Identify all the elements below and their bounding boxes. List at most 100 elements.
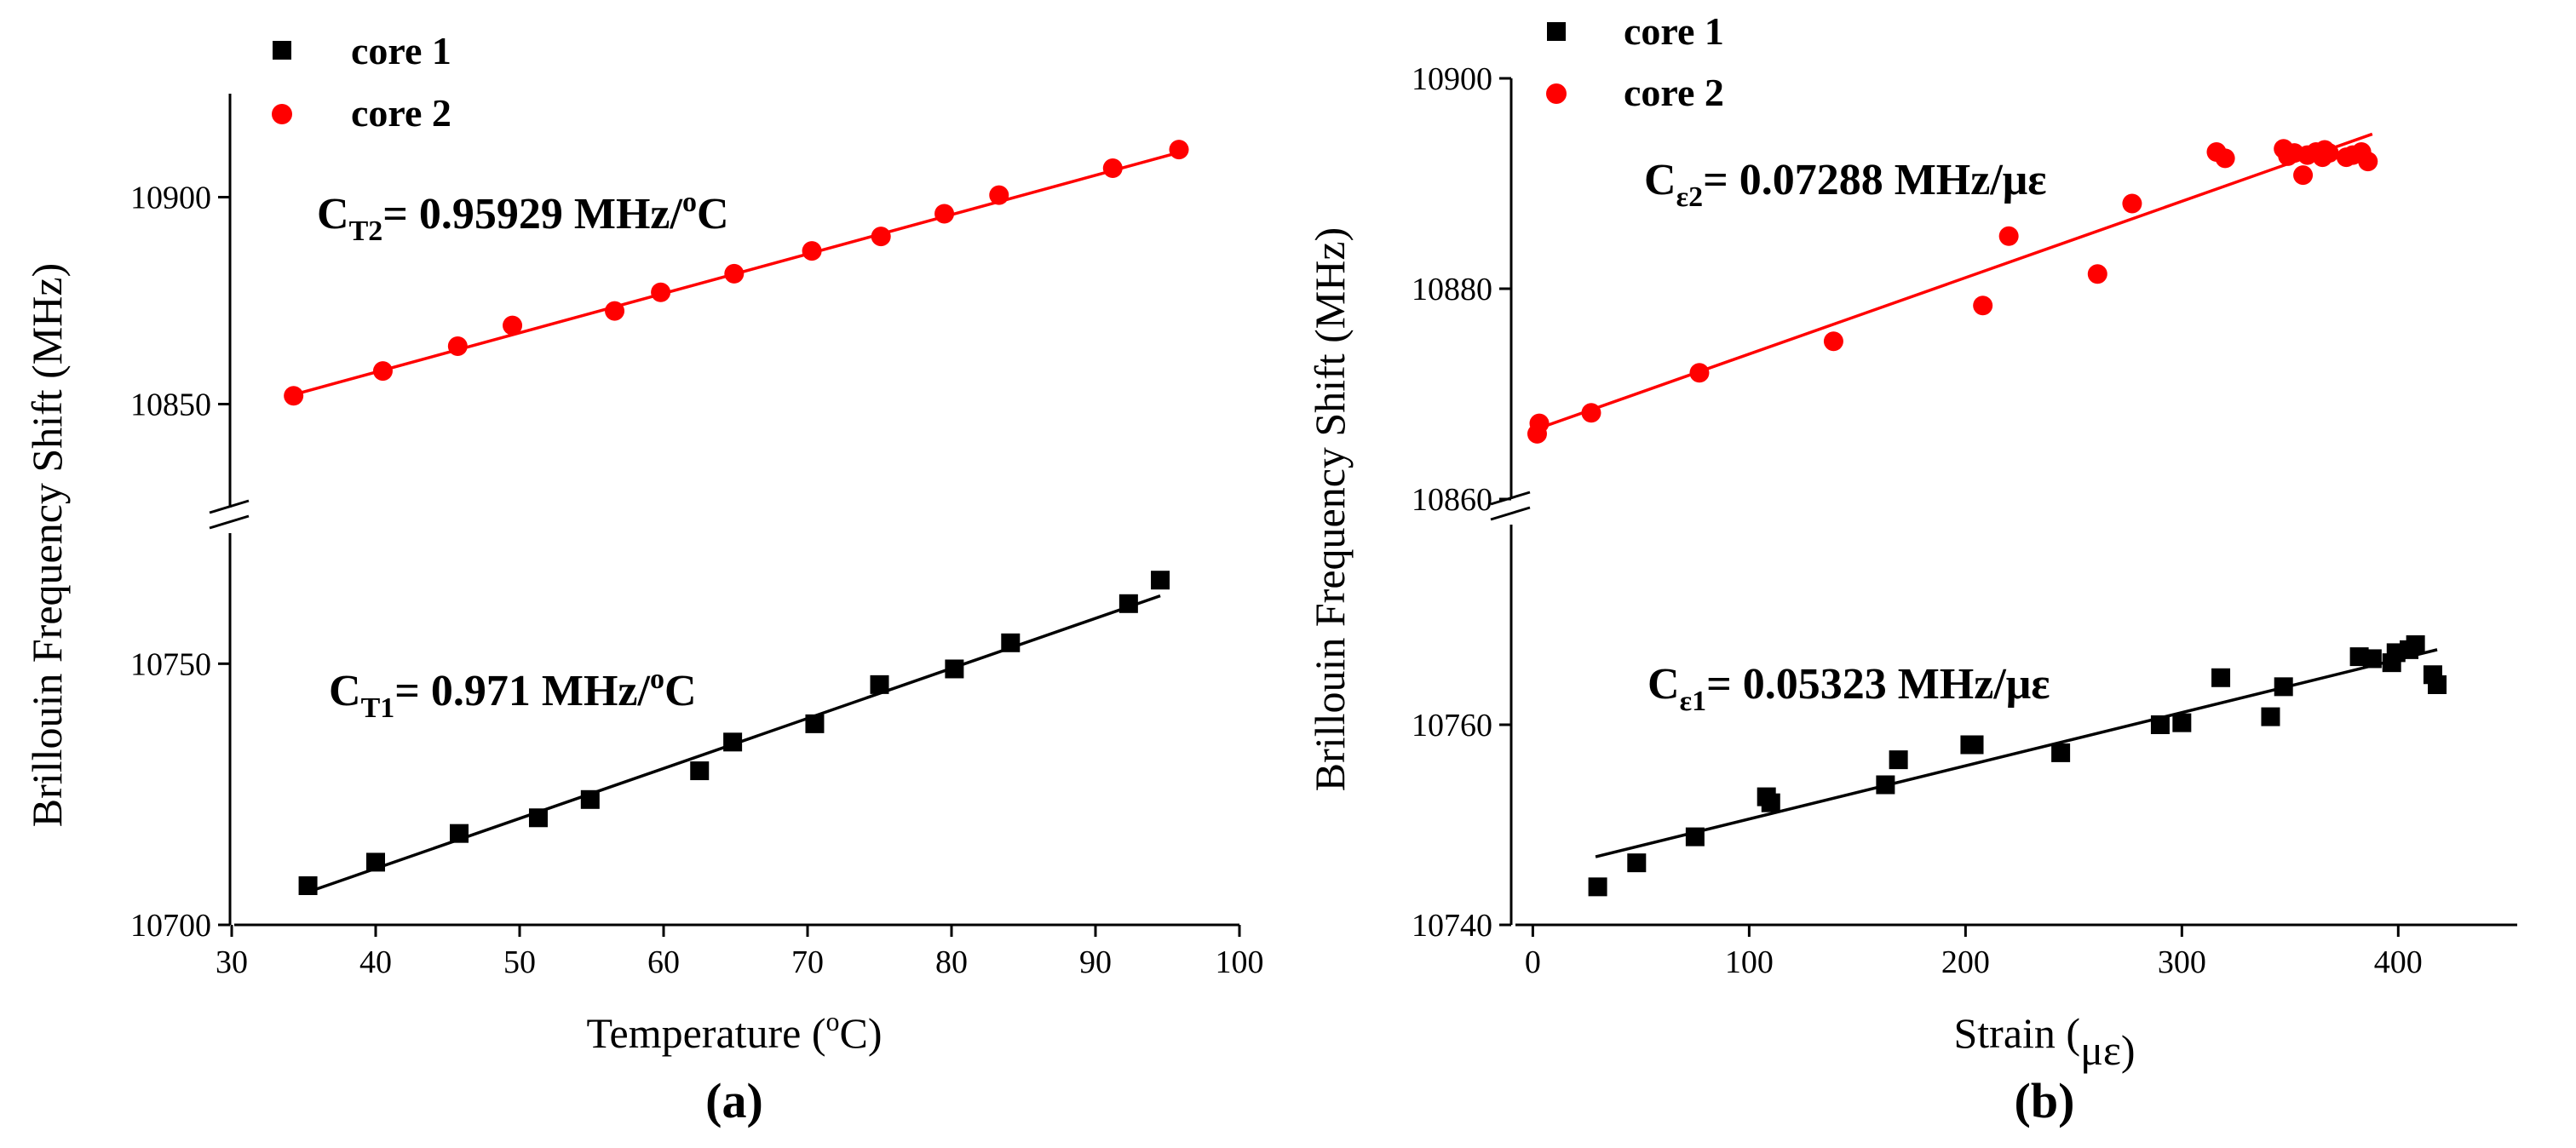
- data-point-core2: [1102, 158, 1123, 178]
- data-point-core2: [651, 282, 671, 302]
- legend-marker-core1-a: [273, 41, 291, 60]
- axis-break-b-bottom: [1490, 506, 1531, 521]
- points-a: [284, 140, 1189, 895]
- legend-marker-core2-b: [1546, 83, 1567, 104]
- data-point-core2: [2215, 148, 2235, 169]
- data-point-core2: [372, 361, 393, 382]
- x-tick-label: 300: [2158, 944, 2206, 980]
- data-point-core1: [1001, 633, 1021, 652]
- y-tick-label: 10850: [130, 387, 211, 423]
- annotation-ct2: CT2= 0.95929 MHz/oC: [317, 187, 729, 247]
- panel-label-b: (b): [2015, 1073, 2075, 1128]
- data-point-core1: [1685, 827, 1705, 847]
- data-point-core2: [1169, 140, 1189, 160]
- data-point-core1: [580, 789, 600, 809]
- x-tick-label: 90: [1079, 944, 1112, 980]
- data-point-core1: [2406, 635, 2425, 654]
- fit-lines-b: [1534, 132, 2438, 858]
- data-point-core2: [284, 386, 304, 406]
- legend-label-core2-a: core 2: [351, 91, 451, 135]
- x-tick-label: 80: [935, 944, 968, 980]
- fit-line-core2: [1534, 132, 2373, 432]
- data-point-core1: [870, 674, 889, 694]
- data-point-core1: [2274, 677, 2293, 697]
- y-tick-label: 10750: [130, 646, 211, 682]
- fit-lines-a: [289, 150, 1182, 895]
- data-point-core1: [450, 824, 469, 843]
- data-point-core1: [1588, 877, 1607, 897]
- x-tick-label: 60: [647, 944, 680, 980]
- panel-label-a: (a): [705, 1073, 763, 1128]
- x-tick-label: 200: [1941, 944, 1990, 980]
- data-point-core1: [723, 732, 743, 752]
- x-tick-label: 100: [1725, 944, 1774, 980]
- points-b: [1527, 139, 2447, 897]
- data-point-core2: [605, 301, 625, 321]
- fit-line-core1: [1595, 648, 2438, 858]
- data-point-core1: [366, 852, 385, 872]
- data-point-core1: [1627, 853, 1647, 873]
- x-tick-label: 0: [1525, 944, 1541, 980]
- data-point-core2: [871, 227, 891, 247]
- data-point-core2: [2293, 165, 2314, 186]
- data-point-core2: [1689, 363, 1710, 383]
- data-point-core1: [298, 876, 318, 895]
- x-tick-label: 400: [2374, 944, 2423, 980]
- annotation-ce1: Cε1= 0.05323 MHz/με: [1647, 660, 2050, 717]
- x-tick-label: 70: [791, 944, 824, 980]
- data-point-core1: [1876, 775, 1895, 795]
- data-point-core2: [724, 263, 745, 284]
- y-tick-label: 10900: [1412, 61, 1492, 97]
- data-point-core1: [528, 808, 548, 828]
- data-point-core1: [2172, 713, 2192, 732]
- data-point-core2: [2358, 152, 2378, 172]
- y-axis-label-a: Brillouin Frequency Shift (MHz): [23, 263, 71, 827]
- y-tick-label: 10740: [1412, 908, 1492, 944]
- data-point-core1: [1761, 793, 1780, 812]
- y-tick-label: 10900: [130, 181, 211, 216]
- legend-label-core2-b: core 2: [1624, 71, 1724, 114]
- data-point-core1: [2211, 668, 2231, 687]
- y-tick-label: 10700: [130, 908, 211, 944]
- x-tick-label: 30: [216, 944, 248, 980]
- y-tick-label: 10860: [1412, 482, 1492, 518]
- data-point-core1: [2051, 743, 2071, 762]
- data-point-core2: [1973, 296, 1993, 316]
- panel-b: 0 100 200 300 400 10860 10880 10900 10740 10760 c…: [1306, 9, 2517, 1128]
- ticks-b: 0 100 200 300 400 10860 10880 10900 10740 10760: [1412, 61, 2423, 980]
- annotation-ce2: Cε2= 0.07288 MHz/με: [1644, 156, 2046, 213]
- data-point-core1: [945, 659, 964, 679]
- legend-label-core1-b: core 1: [1624, 9, 1724, 53]
- legend-marker-core2-a: [272, 104, 292, 124]
- data-point-core2: [1581, 403, 1601, 423]
- data-point-core2: [934, 204, 955, 224]
- data-point-core1: [2362, 649, 2382, 669]
- y-axis-label-b: Brillouin Frequency Shift (MHz): [1306, 227, 1354, 791]
- ticks-a: 30 40 50 60 70 80 90 100 10850 10900 10700 10750: [130, 181, 1264, 981]
- legend-label-core1-a: core 1: [351, 29, 451, 72]
- data-point-core2: [447, 336, 468, 356]
- y-tick-label: 10760: [1412, 708, 1492, 743]
- data-point-core1: [1151, 571, 1170, 590]
- axis-break-a-top: [209, 499, 250, 514]
- data-point-core1: [690, 761, 710, 781]
- data-point-core2: [2319, 143, 2339, 164]
- data-point-core2: [802, 241, 822, 261]
- data-point-core1: [1889, 750, 1908, 770]
- data-point-core1: [2428, 675, 2447, 694]
- panel-a: 30 40 50 60 70 80 90 100 10850 10900 10700 10750 co…: [23, 29, 1264, 1128]
- x-axis-label-a: Temperature (oC): [586, 1006, 882, 1057]
- x-tick-label: 50: [503, 944, 536, 980]
- data-point-core2: [989, 185, 1009, 205]
- data-point-core1: [2150, 715, 2170, 734]
- x-tick-label: 100: [1216, 944, 1264, 980]
- data-point-core1: [2261, 707, 2280, 726]
- data-point-core2: [2122, 193, 2142, 214]
- y-tick-label: 10880: [1412, 272, 1492, 307]
- data-point-core2: [503, 315, 523, 336]
- x-axis-label-b: Strain (με): [1953, 1009, 2135, 1074]
- data-point-core2: [1823, 331, 1843, 352]
- annotation-ct1: CT1= 0.971 MHz/oC: [329, 663, 697, 724]
- legend-marker-core1-b: [1547, 22, 1566, 41]
